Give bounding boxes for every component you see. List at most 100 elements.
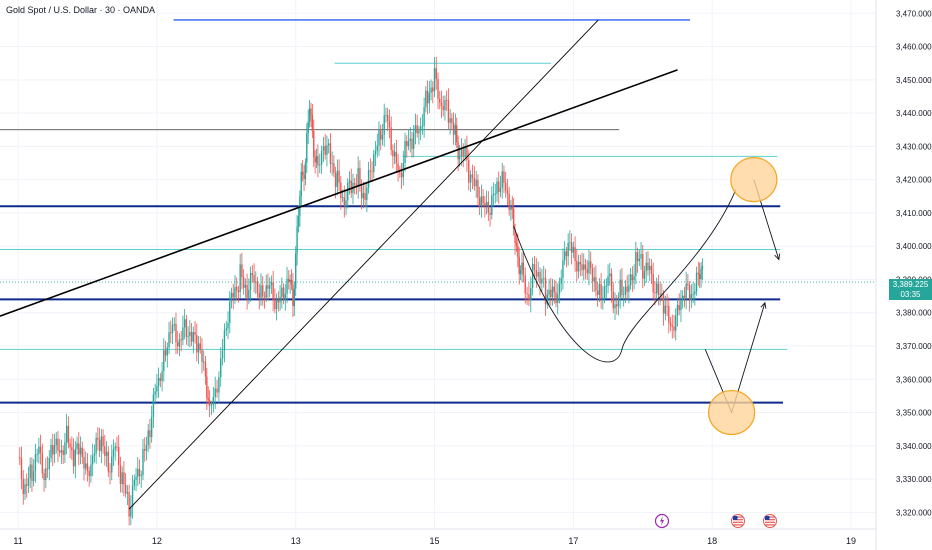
candle-body [39, 446, 42, 454]
candle-body [256, 281, 259, 293]
candle-body [220, 358, 222, 378]
candle-body [207, 398, 209, 401]
candle-body [657, 283, 660, 295]
candle-body [544, 277, 547, 305]
candle-body [633, 276, 635, 281]
candle-body [275, 299, 278, 309]
candle-body [522, 262, 525, 276]
y-tick-label: 3,430.000 [896, 142, 932, 151]
candle-body [340, 182, 342, 198]
candle-body [194, 331, 196, 336]
candle-body [635, 252, 637, 277]
candle-body [584, 264, 587, 269]
candle-body [281, 287, 283, 297]
candle-body [236, 287, 238, 291]
candle-body [626, 286, 628, 292]
candle-body [142, 449, 144, 476]
candle-body [133, 479, 136, 486]
lightning-glyph [660, 516, 664, 526]
target-circles[interactable] [708, 157, 778, 436]
candle-body [503, 171, 505, 184]
candle-body [439, 98, 441, 103]
candle-body [123, 472, 125, 485]
candle-body [53, 445, 56, 455]
candle-body [255, 281, 257, 283]
rounding-curve[interactable] [513, 189, 737, 363]
candle-body [590, 261, 592, 268]
candle-body [593, 277, 595, 282]
candle-body [480, 196, 483, 207]
candle-body [546, 294, 549, 305]
candle-body [48, 458, 50, 469]
candle-body [491, 195, 493, 215]
candle-body [171, 325, 174, 334]
candle-body [678, 305, 680, 311]
candle-body [624, 286, 627, 295]
candle-body [237, 290, 240, 293]
candle-body [694, 291, 696, 295]
candle-body [216, 388, 218, 393]
candle-body [313, 130, 315, 158]
candle-body [671, 325, 673, 327]
level-lines[interactable] [0, 19, 876, 404]
candle-body [176, 342, 179, 347]
candle-body [473, 177, 476, 187]
candle-body [456, 125, 458, 143]
projection-arrow-head [760, 301, 767, 309]
candle-body [565, 251, 568, 257]
candle-body [107, 451, 109, 472]
trend-lines[interactable] [0, 19, 678, 510]
candle-body [279, 296, 281, 303]
candle-body [499, 187, 502, 192]
candle-body [440, 102, 443, 107]
candle-body [270, 282, 273, 286]
candle-body [416, 125, 418, 134]
projection-arrows[interactable] [704, 179, 781, 414]
candle-body [567, 243, 569, 257]
candle-body [526, 293, 528, 295]
candle-body [199, 343, 201, 350]
candle-body [72, 450, 75, 467]
candle-body [58, 450, 61, 453]
candle-body [308, 108, 311, 122]
candle-body [510, 207, 512, 210]
event-icons[interactable] [654, 513, 777, 529]
candle-body [642, 254, 644, 279]
candle-body [687, 283, 689, 286]
x-tick-label: 11 [13, 536, 22, 546]
candle-body [445, 100, 448, 101]
last-price-badge: 3,389.225 03:35 [889, 279, 932, 300]
candle-body [400, 173, 403, 178]
candle-body [324, 146, 326, 155]
y-tick-label: 3,370.000 [896, 342, 932, 351]
candle-body [376, 145, 378, 151]
candle-body [697, 272, 700, 275]
candle-body [452, 123, 455, 135]
candle-body [206, 376, 208, 399]
candle-body [149, 430, 151, 438]
candle-body [666, 305, 668, 307]
candle-body [90, 464, 92, 477]
candle-body [290, 279, 293, 285]
candle-body [591, 267, 594, 282]
candle-body [327, 143, 330, 146]
candle-body [652, 274, 654, 293]
candle-body [563, 251, 566, 261]
candle-body [251, 273, 254, 276]
candle-body [362, 193, 365, 199]
candle-body [409, 138, 411, 141]
candle-body [241, 264, 243, 278]
candle-body [98, 439, 101, 452]
flag-stripe [733, 521, 743, 523]
candle-body [605, 285, 608, 287]
candle-body [128, 492, 130, 517]
target-circle [730, 157, 778, 203]
candle-body [248, 289, 250, 299]
candle-body [451, 118, 453, 124]
candle-body [524, 275, 526, 294]
candle-body [385, 114, 387, 116]
candle-body [357, 168, 359, 187]
candle-body [614, 304, 616, 309]
candle-body [380, 130, 382, 140]
